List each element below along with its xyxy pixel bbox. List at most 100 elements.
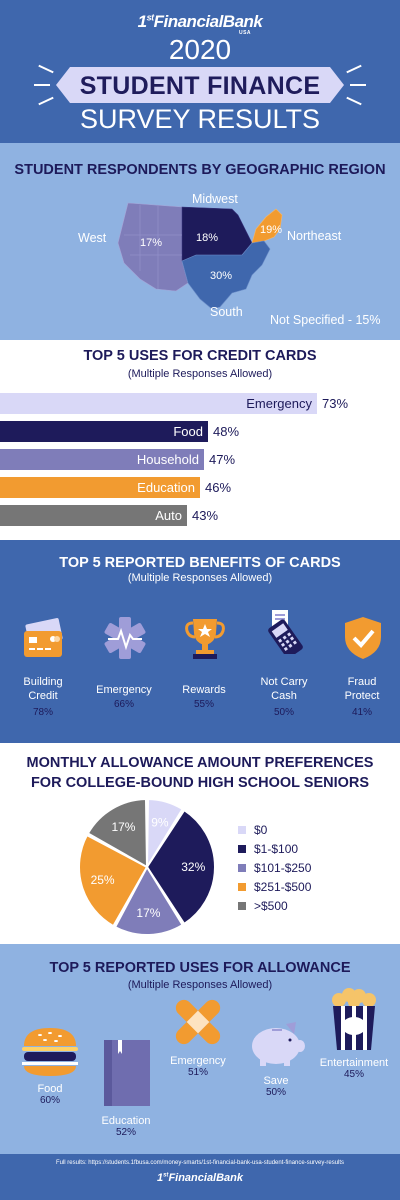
benefits-section: TOP 5 REPORTED BENEFITS OF CARDS (Multip…: [0, 540, 400, 743]
benefit-label-line2: Credit: [28, 690, 58, 702]
book-icon: [104, 1040, 150, 1106]
bar-value-label: 43%: [192, 508, 219, 523]
allowance-uses-title: TOP 5 REPORTED USES FOR ALLOWANCE: [49, 960, 351, 976]
benefit-pct: 66%: [113, 699, 134, 710]
legend-label: $0: [254, 823, 268, 837]
label-not-specified: Not Specified - 15%: [270, 313, 381, 327]
pie-slice-0: [145, 797, 184, 871]
pie-legend: $0 $1-$100 $101-$250 $251-$500 >$500: [238, 823, 311, 918]
legend-label: $1-$100: [254, 842, 299, 856]
benefit-label-line1: Not Carry: [260, 676, 308, 688]
allowance-uses-subtitle: (Multiple Responses Allowed): [127, 979, 273, 991]
header: 1stFinancialBank USA 2020 STUDENT FINANC…: [0, 0, 400, 143]
footer-logo-name: FinancialBank: [168, 1172, 244, 1184]
footer-logo: 1stFinancialBank: [0, 1172, 400, 1184]
legend-swatch: [238, 864, 246, 872]
bandage-icon: [175, 999, 221, 1045]
medical-star-icon: [104, 617, 146, 659]
allowance-title: MONTHLY ALLOWANCE AMOUNT PREFERENCES FOR…: [0, 753, 400, 793]
use-label: Emergency: [170, 1055, 226, 1067]
state-lines: [124, 205, 182, 289]
bar-auto: Auto: [0, 505, 187, 526]
shield-check-icon: [345, 617, 381, 659]
use-pct: 60%: [39, 1095, 60, 1106]
trophy-icon: [185, 619, 225, 659]
legend-swatch: [238, 883, 246, 891]
page-subtitle: SURVEY RESULTS: [79, 104, 321, 134]
allowance-use-save: Save 50%: [238, 1016, 314, 1098]
benefit-label: Emergency: [86, 683, 162, 697]
benefits-title: TOP 5 REPORTED BENEFITS OF CARDS: [59, 555, 341, 571]
credit-card-icon: [24, 618, 63, 657]
bank-logo: 1stFinancialBank USA: [0, 12, 400, 36]
pie-slice-1: [145, 808, 216, 926]
footer-note: Full results: https://students.1fbusa.co…: [55, 1160, 345, 1166]
burger-icon: [22, 1028, 78, 1076]
us-map: [117, 202, 283, 310]
use-label: Education: [101, 1115, 151, 1127]
map-region-northeast: [251, 208, 283, 244]
logo-prefix: 1: [137, 12, 147, 31]
benefit-pct: 55%: [193, 699, 214, 710]
allowance-section: MONTHLY ALLOWANCE AMOUNT PREFERENCES FOR…: [0, 743, 400, 944]
label-midwest: Midwest: [192, 192, 238, 206]
benefit-label-line2: Cash: [271, 690, 297, 702]
legend-item: >$500: [238, 899, 311, 918]
pct-midwest: 18%: [196, 232, 219, 244]
year: 2020: [168, 34, 232, 65]
bar-value-label: 47%: [209, 452, 236, 467]
legend-item: $1-$100: [238, 842, 311, 861]
piggy-bank-icon: [252, 1022, 305, 1066]
allowance-use-emergency: Emergency 51%: [160, 994, 236, 1078]
legend-swatch: [238, 845, 246, 853]
legend-item: $251-$500: [238, 880, 311, 899]
page-title: STUDENT FINANCE: [79, 72, 321, 100]
use-pct: 50%: [265, 1087, 286, 1098]
allowance-uses-section: TOP 5 REPORTED USES FOR ALLOWANCE (Multi…: [0, 944, 400, 1154]
footer-logo-prefix: 1: [156, 1172, 164, 1184]
pie-slice-label: 17%: [111, 820, 135, 834]
allowance-use-food: Food 60%: [12, 1026, 88, 1106]
use-pct: 45%: [343, 1069, 364, 1080]
pie-slice-label: 25%: [91, 873, 115, 887]
use-label: Save: [263, 1075, 289, 1087]
benefit-label-line1: Fraud: [347, 676, 377, 688]
bar-household: Household: [0, 449, 204, 470]
bar-emergency: Emergency: [0, 393, 317, 414]
benefits-subtitle: (Multiple Responses Allowed): [127, 572, 273, 584]
ray-decoration: [350, 84, 366, 86]
benefit-pct: 41%: [351, 707, 372, 718]
benefit-pct: 50%: [273, 707, 294, 718]
logo-usa: USA: [238, 30, 252, 36]
benefit-label-line1: Emergency: [96, 684, 152, 696]
use-pct: 51%: [187, 1067, 208, 1078]
use-label: Entertainment: [319, 1057, 389, 1069]
pct-northeast: 19%: [260, 224, 283, 236]
legend-label: >$500: [254, 899, 288, 913]
ray-decoration: [34, 84, 50, 86]
logo-sup: st: [146, 12, 155, 23]
pie-slice-label: 9%: [151, 816, 169, 830]
benefit-label: Rewards: [166, 683, 242, 697]
bar-label: Emergency: [246, 396, 312, 411]
use-pct: 52%: [115, 1127, 136, 1138]
bar-label: Household: [136, 452, 199, 467]
label-west: West: [78, 231, 107, 245]
footer: Full results: https://students.1fbusa.co…: [0, 1154, 400, 1200]
bar-value-label: 46%: [205, 480, 232, 495]
pie-slice-2: [113, 864, 184, 936]
region-title: STUDENT RESPONDENTS BY GEOGRAPHIC REGION: [14, 162, 386, 178]
legend-label: $101-$250: [254, 861, 312, 875]
logo-name: FinancialBank: [153, 12, 263, 31]
bar-value-label: 48%: [213, 424, 240, 439]
pie-slice-label: 32%: [181, 860, 205, 874]
bar-food: Food: [0, 421, 208, 442]
pct-west: 17%: [140, 237, 163, 249]
legend-swatch: [238, 826, 246, 834]
label-south: South: [210, 305, 243, 319]
bar-label: Auto: [155, 508, 182, 523]
benefit-label: Fraud Protect: [324, 675, 400, 703]
card-reader-icon: [268, 610, 303, 654]
pct-south: 30%: [210, 270, 233, 282]
